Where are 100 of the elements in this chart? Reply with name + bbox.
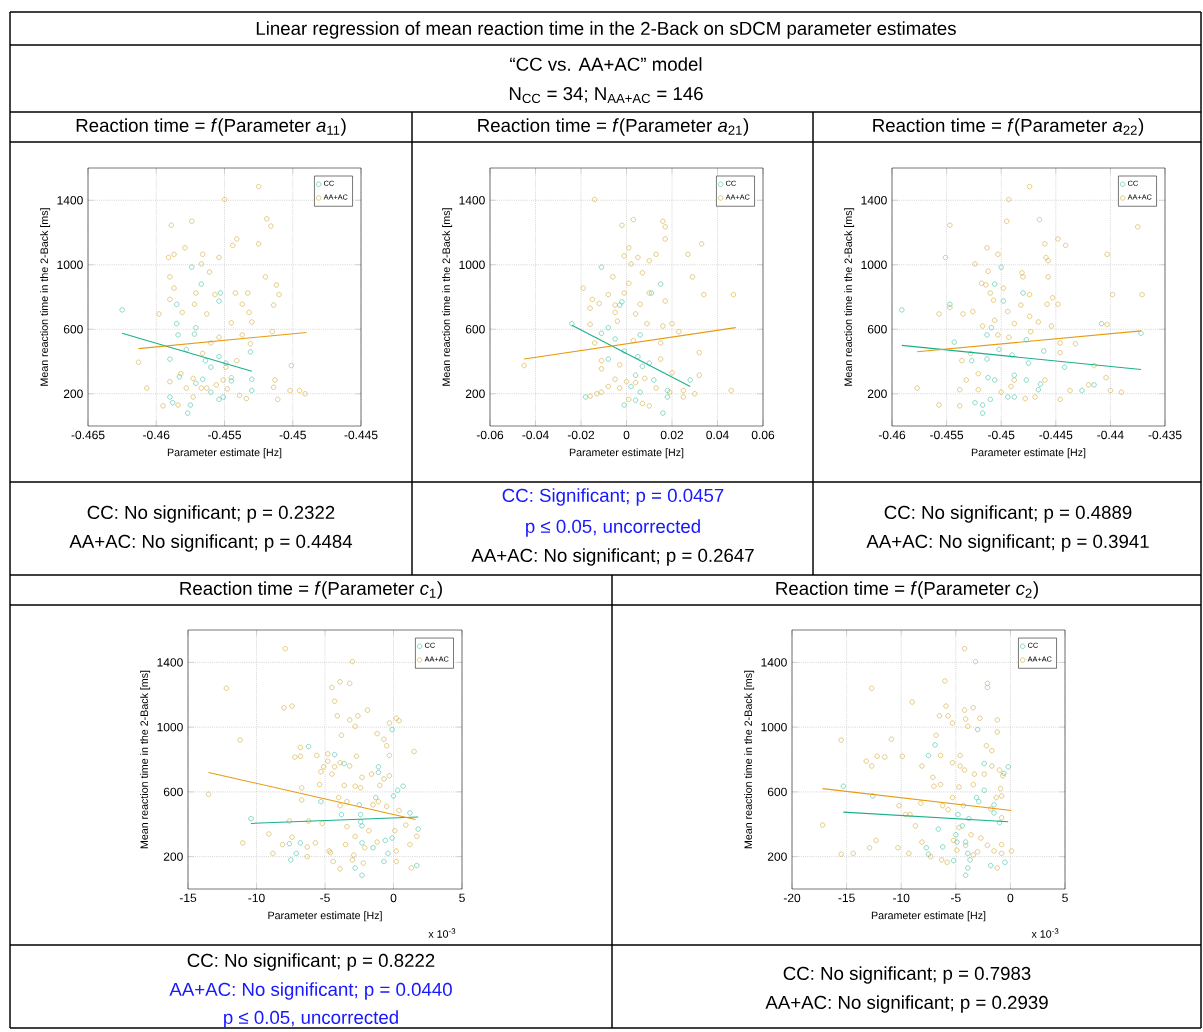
point: [286, 841, 292, 847]
point: [1037, 381, 1044, 387]
text: x 10$^{-3}$: [1031, 928, 1059, 938]
y-tick-label: 200: [63, 389, 83, 398]
point: [390, 793, 397, 799]
point: [189, 264, 195, 270]
text: CC: No significant; p = 0.8222: [187, 953, 435, 971]
point: [965, 865, 971, 871]
y-tick-label: 1000: [57, 260, 83, 269]
point: [951, 339, 957, 345]
point: [965, 850, 971, 856]
chart-title: Reaction time = f(Parameter a$_{21}$): [478, 118, 749, 136]
text: AA+AC: No significant; p = 0.2939: [765, 995, 1048, 1013]
point: [1035, 387, 1041, 393]
point: [407, 810, 413, 816]
point: [1011, 394, 1017, 400]
point: [183, 346, 189, 352]
text: AA+AC: No significant; p = 0.0440: [169, 982, 452, 1000]
point: [220, 394, 226, 400]
point: [984, 332, 990, 338]
point: [338, 811, 345, 818]
point: [996, 820, 1003, 826]
text: CC: No significant; p = 0.2322: [87, 505, 335, 523]
point: [951, 858, 957, 864]
x-tick-label: -0.455: [930, 430, 964, 440]
text: p ≤ 0.05, uncorrected: [526, 519, 700, 537]
y-tick-label: 1400: [459, 195, 485, 205]
point: [612, 336, 618, 342]
point: [628, 383, 634, 389]
point: [1005, 764, 1011, 770]
point: [980, 410, 986, 416]
y-axis-title: Mean reaction time in the 2-Back [ms]: [442, 208, 453, 386]
point: [385, 850, 391, 856]
point: [174, 320, 180, 327]
point: [687, 377, 693, 383]
x-tick-label: 5: [1062, 893, 1068, 903]
point: [1041, 348, 1047, 354]
point: [400, 783, 406, 789]
text: AA+AC: No significant; p = 0.2647: [471, 548, 754, 566]
x-tick-label: -0.445: [344, 430, 378, 440]
point: [637, 332, 643, 338]
x-tick-label: -0.04: [522, 430, 549, 440]
point: [1138, 330, 1144, 336]
point: [976, 798, 982, 805]
point: [293, 850, 299, 856]
point: [923, 845, 929, 851]
point: [966, 815, 972, 822]
y-axis-title: Mean reaction time in the 2-Back [ms]: [40, 208, 51, 386]
point: [381, 858, 387, 864]
y-axis-title: Mean reaction time in the 2-Back [ms]: [744, 670, 755, 849]
point: [1011, 372, 1017, 378]
point: [187, 402, 193, 408]
point: [382, 837, 388, 843]
x-tick-label: -0.46: [878, 430, 906, 440]
point: [985, 375, 991, 381]
point: [605, 325, 611, 331]
y-tick-label: 600: [767, 787, 787, 797]
x-tick-label: -0.44: [1097, 430, 1124, 440]
text: CC: Significant; p = 0.0457: [502, 488, 724, 506]
point: [987, 396, 993, 402]
point: [998, 264, 1004, 270]
y-tick-label: 600: [465, 324, 485, 334]
point: [972, 400, 978, 406]
point: [870, 793, 876, 799]
x-tick-label: -0.435: [1148, 430, 1182, 440]
point: [955, 811, 961, 818]
x-axis-title: Parameter estimate [Hz]: [569, 448, 684, 459]
point: [991, 802, 997, 808]
point: [637, 389, 643, 395]
y-tick-label: 600: [63, 324, 83, 334]
point: [247, 349, 254, 355]
point: [981, 787, 987, 793]
point: [288, 857, 294, 863]
point: [981, 760, 987, 767]
point: [216, 298, 222, 304]
point: [984, 356, 990, 362]
x-tick-label: -10: [893, 893, 910, 903]
text: “CC vs. AA+AC” model: [510, 57, 702, 71]
y-tick-label: 1400: [157, 658, 183, 667]
point: [1061, 364, 1068, 370]
point: [359, 823, 365, 829]
point: [619, 299, 625, 305]
y-tick-label: 1000: [761, 722, 787, 732]
point: [217, 290, 223, 296]
point: [992, 377, 998, 383]
text: AA+AC: No significant; p = 0.4484: [69, 534, 353, 552]
y-axis-title: Mean reaction time in the 2-Back [ms]: [140, 670, 151, 849]
chart-title: Reaction time = f(Parameter c$_{1}$): [180, 581, 442, 599]
y-tick-label: 1400: [861, 195, 887, 205]
text: x 10$^{-3}$: [428, 928, 456, 938]
point: [200, 376, 206, 382]
point: [1091, 382, 1097, 388]
x-tick-label: -0.45: [279, 430, 306, 440]
point: [370, 845, 376, 851]
point: [208, 364, 214, 370]
point: [988, 862, 994, 869]
point: [216, 354, 222, 360]
y-tick-label: 1400: [57, 195, 83, 205]
point: [973, 794, 980, 801]
point: [967, 857, 973, 863]
